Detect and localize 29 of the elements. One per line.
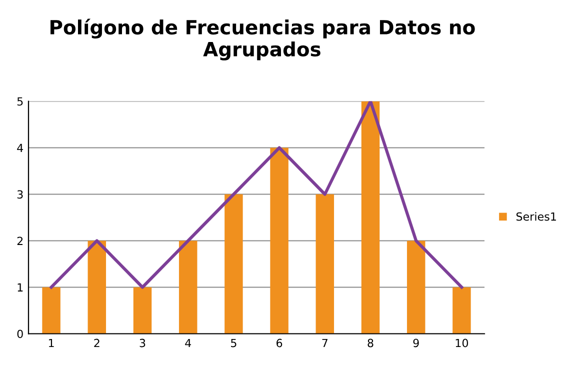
x-tick-label: 3 xyxy=(140,338,146,348)
bar xyxy=(270,148,288,334)
x-tick-label: 8 xyxy=(368,338,374,348)
y-tick-label: 5 xyxy=(17,97,23,106)
x-tick-label: 2 xyxy=(94,338,100,348)
bar xyxy=(224,194,243,334)
legend-label: Series1 xyxy=(516,212,556,221)
y-tick-label: 0 xyxy=(17,330,23,338)
y-tick-label: 3 xyxy=(17,190,23,199)
y-tick-label: 4 xyxy=(17,144,24,152)
x-tick-label: 1 xyxy=(48,338,54,348)
x-tick-label: 10 xyxy=(456,338,468,348)
line-series xyxy=(50,101,464,289)
chart-title: Polígono de Frecuencias para Datos no Agrupados xyxy=(50,18,475,60)
bar xyxy=(452,287,471,334)
bar xyxy=(406,240,426,334)
bar xyxy=(42,287,60,334)
x-tick-label: 6 xyxy=(276,338,282,348)
x-tick-label: 7 xyxy=(322,338,328,348)
bar xyxy=(316,194,334,334)
bar xyxy=(361,101,380,334)
x-tick-label: 4 xyxy=(185,338,192,348)
bar xyxy=(133,287,152,334)
x-tick-label: 9 xyxy=(413,338,419,348)
bar xyxy=(88,240,106,334)
x-tick-label: 5 xyxy=(231,338,236,348)
bar xyxy=(178,240,198,334)
y-tick-label: 2 xyxy=(17,236,23,245)
y-tick-label: 1 xyxy=(18,283,23,292)
